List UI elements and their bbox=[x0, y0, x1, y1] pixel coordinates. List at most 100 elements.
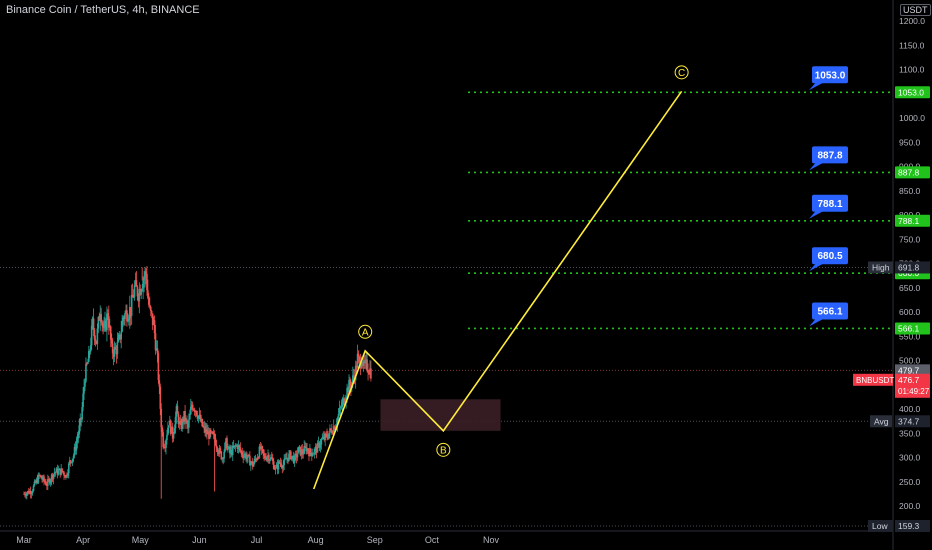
candle-body bbox=[103, 327, 105, 329]
candle-body bbox=[362, 360, 365, 366]
candle-body bbox=[334, 426, 337, 430]
candle-body bbox=[266, 457, 268, 460]
candle-body bbox=[114, 346, 117, 350]
candle-body bbox=[322, 436, 325, 439]
price-tick-label: 1200.0 bbox=[899, 16, 925, 26]
level-callout-pointer bbox=[809, 162, 824, 171]
candle-body bbox=[275, 464, 278, 468]
price-tick-label: 1150.0 bbox=[899, 40, 925, 50]
candle-body bbox=[352, 375, 355, 377]
wave-point-marker bbox=[436, 442, 451, 457]
level-callout-label: 566.1 bbox=[817, 306, 842, 317]
candle-body bbox=[198, 414, 201, 417]
candle-body bbox=[177, 413, 180, 425]
candle-body bbox=[115, 349, 118, 355]
candle-body bbox=[199, 414, 202, 422]
candle-body bbox=[136, 286, 139, 297]
candle-body bbox=[113, 346, 116, 357]
candle-body bbox=[91, 318, 94, 326]
candle-body bbox=[138, 288, 141, 302]
candle-body bbox=[241, 452, 244, 456]
candle-body bbox=[211, 431, 214, 434]
candle-body bbox=[142, 280, 144, 289]
candle-body bbox=[83, 386, 85, 394]
candle-body bbox=[276, 464, 279, 470]
candle-body bbox=[207, 431, 209, 435]
level-callout-box bbox=[812, 194, 848, 212]
current-price-box bbox=[895, 373, 930, 398]
candle-body bbox=[189, 406, 192, 415]
candle-body bbox=[42, 476, 44, 480]
candle-body bbox=[274, 467, 277, 470]
candle-body bbox=[44, 481, 46, 483]
candle-body bbox=[156, 348, 159, 354]
candle-body bbox=[357, 353, 360, 358]
candle-body bbox=[354, 365, 357, 381]
candle-body bbox=[192, 409, 195, 411]
candle-body bbox=[30, 493, 33, 495]
last-close-axis-box bbox=[895, 364, 930, 377]
candle-body bbox=[29, 490, 32, 495]
candle-body bbox=[299, 446, 302, 456]
time-tick-label: Mar bbox=[16, 535, 32, 545]
candle-body bbox=[162, 432, 164, 448]
level-axis-tag-label: 1053.0 bbox=[898, 87, 924, 97]
level-callout-label: 1053.0 bbox=[815, 70, 846, 81]
candle-body bbox=[300, 449, 303, 456]
candle-body bbox=[307, 448, 309, 452]
wave-point-label: A bbox=[362, 327, 369, 338]
candle-body bbox=[35, 479, 38, 483]
candle-body bbox=[38, 474, 41, 476]
candle-body bbox=[223, 451, 225, 459]
candle-body bbox=[341, 401, 344, 407]
candle-body bbox=[228, 446, 230, 448]
candle-body bbox=[134, 280, 137, 286]
candle-body bbox=[294, 453, 297, 456]
candle-body bbox=[123, 317, 125, 320]
candle-body bbox=[51, 474, 54, 480]
candle-body bbox=[108, 326, 111, 328]
level-axis-tag-label: 788.1 bbox=[898, 216, 920, 226]
candle-body bbox=[346, 388, 348, 399]
level-callout-box bbox=[812, 247, 848, 265]
candle-body bbox=[204, 426, 206, 433]
candle-body bbox=[94, 339, 97, 342]
candle-body bbox=[59, 468, 62, 475]
high-tag-box bbox=[868, 261, 893, 274]
candle-body bbox=[47, 479, 49, 486]
candle-body bbox=[232, 445, 235, 448]
candle-body bbox=[159, 386, 162, 409]
candle-body bbox=[186, 419, 188, 424]
currency-unit-label[interactable]: USDT bbox=[900, 4, 931, 16]
time-tick-label: Aug bbox=[308, 535, 324, 545]
candle-body bbox=[63, 472, 65, 476]
level-axis-tag bbox=[895, 86, 930, 99]
candle-body bbox=[148, 298, 150, 305]
candle-body bbox=[250, 462, 252, 466]
candle-body bbox=[267, 454, 269, 458]
candle-body bbox=[338, 408, 341, 415]
candle-body bbox=[202, 426, 204, 427]
candle-body bbox=[256, 457, 259, 460]
candle-body bbox=[290, 451, 292, 460]
candle-body bbox=[237, 445, 240, 449]
candle-body bbox=[56, 468, 59, 475]
candle-body bbox=[116, 341, 119, 355]
wave-point-marker bbox=[674, 65, 689, 80]
candle-body bbox=[106, 313, 108, 331]
candle-body bbox=[324, 433, 326, 440]
candle-body bbox=[339, 407, 342, 409]
candle-body bbox=[77, 434, 80, 439]
candle-body bbox=[367, 369, 369, 373]
level-callout-label: 887.8 bbox=[817, 150, 842, 161]
candle-body bbox=[160, 408, 163, 428]
candle-body bbox=[124, 313, 126, 320]
candle-body bbox=[161, 427, 163, 433]
candle-body bbox=[67, 473, 69, 476]
candle-body bbox=[110, 339, 113, 344]
candle-body bbox=[75, 442, 78, 451]
candle-body bbox=[350, 385, 352, 388]
candle-body bbox=[193, 409, 196, 412]
candle-body bbox=[40, 475, 42, 479]
